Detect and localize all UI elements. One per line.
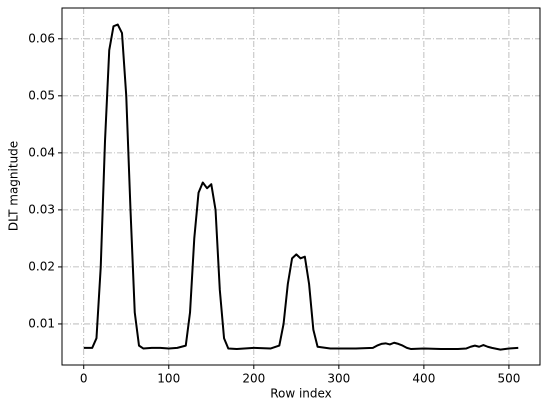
x-axis-label: Row index [270,387,332,401]
x-tick-label: 500 [497,372,520,386]
y-tick-label: 0.01 [28,316,55,330]
x-tick-label: 100 [157,372,180,386]
y-tick-label: 0.04 [28,145,55,159]
x-tick-label: 200 [242,372,265,386]
y-axis-label: DLT magnitude [7,141,21,231]
plot-frame [61,7,541,366]
data-line [83,23,519,351]
x-tick-label: 400 [412,372,435,386]
y-tick-label: 0.05 [28,88,55,102]
y-tick-label: 0.06 [28,31,55,45]
x-tick-label: 300 [327,372,350,386]
x-tick-label: 0 [80,372,88,386]
y-tick-label: 0.02 [28,259,55,273]
y-tick-label: 0.03 [28,202,55,216]
